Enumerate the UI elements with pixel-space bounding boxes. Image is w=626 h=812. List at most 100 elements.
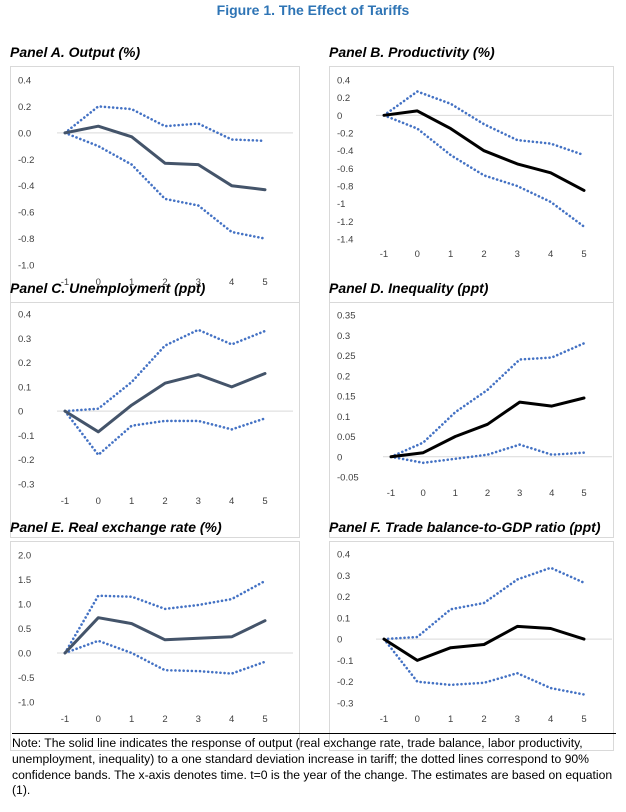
figure-note: Note: The solid line indicates the respo… bbox=[12, 736, 613, 798]
panel-e-title: Panel E. Real exchange rate (%) bbox=[10, 519, 222, 535]
panel-a-lower-band-line bbox=[63, 131, 267, 240]
panel-b-y-tick-label: -0.8 bbox=[337, 182, 353, 193]
panel-e-x-tick-label: 2 bbox=[162, 714, 167, 725]
panel-e-y-tick-label: 0.0 bbox=[18, 649, 31, 660]
panel-d-y-tick-label: 0.1 bbox=[337, 412, 350, 423]
panel-e-lower-band-line bbox=[63, 639, 267, 675]
panel-d-estimate-line bbox=[389, 396, 586, 459]
panel-f-y-tick-label: 0.1 bbox=[337, 613, 350, 624]
panel-f-y-tick-label: 0 bbox=[337, 635, 342, 646]
panel-d-y-tick-label: 0 bbox=[337, 452, 342, 463]
panel-d-x-tick-label: 4 bbox=[549, 488, 554, 499]
panel-c-y-tick-label: 0.2 bbox=[18, 358, 31, 369]
panel-a-x-tick-label: 3 bbox=[196, 277, 201, 288]
panel-b-chart: 0.4 0.2 0 -0.2 -0.4 -0.6 -0.8 -1 -1.2 -1.4 -1 0 1 2 3 4… bbox=[329, 66, 614, 316]
panel-a-y-tick-label: -0.4 bbox=[18, 181, 34, 192]
panel-c-x-tick-label: -1 bbox=[61, 496, 69, 507]
panel-a-y-tick-label: -0.8 bbox=[18, 234, 34, 245]
panel-b-y-tick-label: -1 bbox=[337, 199, 345, 210]
panel-a-y-tick-label: 0.4 bbox=[18, 76, 31, 87]
panel-c-x-tick-label: 3 bbox=[196, 496, 201, 507]
panel-b-x-tick-label: -1 bbox=[380, 249, 388, 260]
panel-c-y-tick-label: -0.3 bbox=[18, 480, 34, 491]
panel-f-x-tick-label: 3 bbox=[515, 714, 520, 725]
panel-e-upper-band-line bbox=[63, 579, 267, 655]
panel-d-x-tick-label: 5 bbox=[581, 488, 586, 499]
panel-e-x-tick-label: 0 bbox=[96, 714, 101, 725]
panel-a-frame bbox=[10, 66, 300, 316]
panel-c-x-tick-label: 5 bbox=[262, 496, 267, 507]
panel-f-chart: 0.4 0.3 0.2 0.1 0 -0.1 -0.2 -0.3 -1 0 1 2 3 4 5 bbox=[329, 541, 614, 751]
panel-c-y-tick-label: 0 bbox=[18, 407, 23, 418]
panel-e-chart: 2.0 1.5 1.0 0.5 0.0 -0.5 -1.0 -1 0 1 2 3 4 5 bbox=[10, 541, 300, 751]
panel-e-y-tick-label: 1.0 bbox=[18, 600, 31, 611]
panel-f-upper-band-line bbox=[382, 566, 586, 641]
panel-a-x-tick-label: 4 bbox=[229, 277, 234, 288]
panel-e-frame bbox=[10, 541, 300, 751]
panel-f-lower-band-line bbox=[382, 637, 586, 696]
panel-b-x-tick-label: 1 bbox=[448, 249, 453, 260]
panel-f-y-tick-label: -0.1 bbox=[337, 656, 353, 667]
panel-c-x-tick-label: 4 bbox=[229, 496, 234, 507]
panel-e-x-tick-label: 1 bbox=[129, 714, 134, 725]
panel-e-y-tick-label: -1.0 bbox=[18, 698, 34, 709]
panel-d-y-tick-label: 0.35 bbox=[337, 311, 356, 322]
panel-d-y-tick-label: -0.05 bbox=[337, 473, 359, 484]
panel-f-estimate-line bbox=[382, 624, 586, 662]
panel-c-y-tick-label: 0.1 bbox=[18, 382, 31, 393]
panel-a-x-tick-label: 0 bbox=[96, 277, 101, 288]
panel-b-x-tick-label: 4 bbox=[548, 249, 553, 260]
panel-e-estimate-line bbox=[63, 616, 267, 655]
panel-f-y-tick-label: -0.2 bbox=[337, 677, 353, 688]
panel-d-x-tick-label: -1 bbox=[387, 488, 395, 499]
panel-e-y-tick-label: -0.5 bbox=[18, 673, 34, 684]
panel-c-x-tick-label: 2 bbox=[162, 496, 167, 507]
panel-d-y-tick-label: 0.25 bbox=[337, 351, 356, 362]
panel-e-x-tick-label: -1 bbox=[61, 714, 69, 725]
panel-d-y-tick-label: 0.15 bbox=[337, 392, 356, 403]
panel-a-x-tick-label: 1 bbox=[129, 277, 134, 288]
panel-c-frame bbox=[10, 302, 300, 538]
panel-d-y-tick-label: 0.05 bbox=[337, 432, 356, 443]
panel-d-y-tick-label: 0.2 bbox=[337, 371, 350, 382]
panel-d-title: Panel D. Inequality (ppt) bbox=[329, 280, 489, 296]
panel-f-x-tick-label: 0 bbox=[415, 714, 420, 725]
panel-d-y-tick-label: 0.3 bbox=[337, 331, 350, 342]
panel-b-y-tick-label: -1.4 bbox=[337, 235, 353, 246]
panel-f-y-tick-label: 0.2 bbox=[337, 592, 350, 603]
panel-a-x-tick-label: 5 bbox=[262, 277, 267, 288]
panel-b-estimate-line bbox=[382, 109, 586, 192]
panel-f-x-tick-label: 5 bbox=[581, 714, 586, 725]
figure-title: Figure 1. The Effect of Tariffs bbox=[216, 2, 410, 18]
panel-d-lower-band-line bbox=[389, 443, 586, 465]
panel-b-title: Panel B. Productivity (%) bbox=[329, 44, 495, 60]
panel-a-upper-band-line bbox=[63, 105, 267, 143]
panel-f-x-tick-label: 4 bbox=[548, 714, 553, 725]
panel-b-y-tick-label: 0 bbox=[337, 111, 342, 122]
panel-b-lower-band-line bbox=[382, 113, 586, 228]
panel-f-y-tick-label: 0.3 bbox=[337, 571, 350, 582]
panel-c-x-tick-label: 1 bbox=[129, 496, 134, 507]
panel-f-x-tick-label: -1 bbox=[380, 714, 388, 725]
panel-b-x-tick-label: 2 bbox=[481, 249, 486, 260]
panel-f-y-tick-label: -0.3 bbox=[337, 699, 353, 710]
panel-a-estimate-line bbox=[63, 124, 267, 192]
panel-d-x-tick-label: 3 bbox=[517, 488, 522, 499]
panel-a-y-tick-label: -0.6 bbox=[18, 208, 34, 219]
panel-e-x-tick-label: 3 bbox=[196, 714, 201, 725]
panel-b-x-tick-label: 3 bbox=[515, 249, 520, 260]
panel-c-lower-band-line bbox=[63, 409, 267, 457]
panel-c-y-tick-label: -0.1 bbox=[18, 431, 34, 442]
panel-c-upper-band-line bbox=[63, 328, 267, 413]
panel-a-y-tick-label: -1.0 bbox=[18, 261, 34, 272]
panel-c-y-tick-label: 0.4 bbox=[18, 310, 31, 321]
panel-b-y-tick-label: -1.2 bbox=[337, 217, 353, 228]
note-divider bbox=[12, 733, 616, 734]
panel-d-chart: 0.35 0.3 0.25 0.2 0.15 0.1 0.05 0 -0.05 -1 0 1 2 3 4 5 bbox=[329, 302, 614, 538]
panel-b-x-tick-label: 5 bbox=[581, 249, 586, 260]
panel-b-y-tick-label: 0.4 bbox=[337, 76, 350, 87]
panel-f-x-tick-label: 2 bbox=[481, 714, 486, 725]
panel-d-frame bbox=[329, 302, 614, 538]
panel-b-y-tick-label: 0.2 bbox=[337, 93, 350, 104]
panel-c-estimate-line bbox=[63, 372, 267, 434]
